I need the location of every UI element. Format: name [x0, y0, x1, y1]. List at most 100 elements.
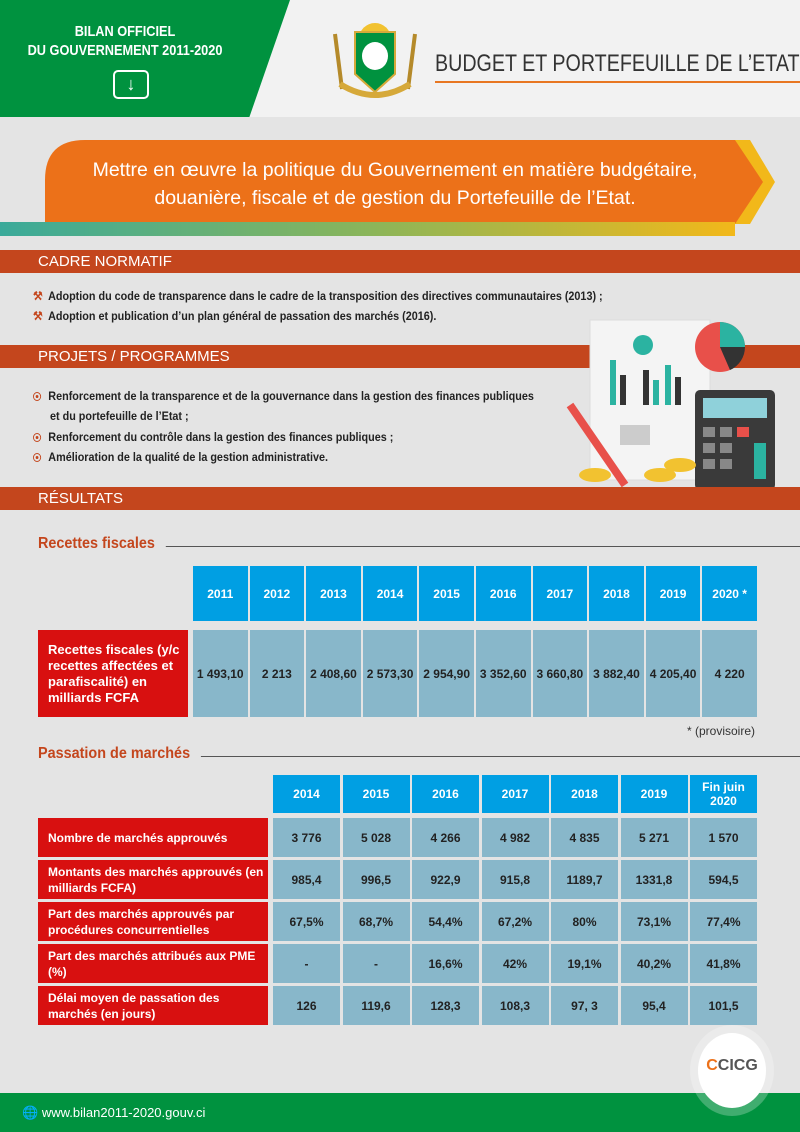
provisional-note: * (provisoire)	[686, 724, 755, 738]
bullet-icon	[33, 453, 42, 462]
mission-banner	[45, 140, 775, 224]
value-cell: 3 882,40	[589, 630, 644, 717]
value-cell: 1331,8	[620, 860, 688, 899]
value-cell: 594,5	[690, 860, 757, 899]
divider	[160, 546, 800, 547]
projet-item-text: Renforcement de la transparence et de la…	[48, 389, 534, 403]
year-header: 2014	[362, 566, 418, 621]
row-label: Délai moyen de passation des marchés (en…	[38, 986, 268, 1025]
download-icon[interactable]: ↓	[113, 70, 149, 99]
value-cell: 3 776	[273, 818, 340, 857]
value-cell: 97, 3	[551, 986, 618, 1025]
projet-item-continued: et du portefeuille de l’Etat ;	[50, 409, 189, 423]
value-cell: 4 835	[551, 818, 618, 857]
value-cell: 915,8	[481, 860, 549, 899]
value-cell: 2 213	[249, 630, 305, 717]
value-cell: 54,4%	[412, 902, 479, 941]
value-cell: 80%	[551, 902, 618, 941]
row-label: Recettes fiscales (y/c recettes affectée…	[38, 630, 188, 717]
value-cell: 985,4	[273, 860, 340, 899]
year-header: 2012	[249, 566, 305, 621]
year-header: 2014	[273, 775, 340, 813]
year-header: 2016	[476, 566, 531, 621]
year-header: 2015	[419, 566, 474, 621]
value-cell: 19,1%	[551, 944, 618, 983]
cicg-logo: CCICG	[698, 1033, 766, 1108]
value-cell: 128,3	[412, 986, 479, 1025]
value-cell: 4 220	[702, 630, 757, 717]
year-header: 2018	[551, 775, 618, 813]
mission-text-wrap: Mettre en œuvre la politique du Gouverne…	[45, 140, 775, 224]
title-underline	[435, 81, 800, 83]
year-header: 2019	[645, 566, 701, 621]
badge-line2: DU GOUVERNEMENT 2011-2020	[27, 42, 223, 59]
year-header: 2015	[342, 775, 410, 813]
year-header: 2016	[412, 775, 479, 813]
value-cell: 126	[273, 986, 340, 1025]
year-header: 2019	[620, 775, 688, 813]
value-cell: 2 408,60	[306, 630, 361, 717]
value-cell: -	[273, 944, 340, 983]
year-header: Fin juin 2020	[690, 775, 757, 813]
value-cell: 3 352,60	[476, 630, 531, 717]
projet-item: Renforcement de la transparence et de la…	[33, 389, 534, 403]
value-cell: 101,5	[690, 986, 757, 1025]
value-cell: 77,4%	[690, 902, 757, 941]
bullet-icon	[33, 433, 42, 442]
value-cell: 5 028	[342, 818, 410, 857]
gavel-icon: ⚒	[33, 309, 43, 323]
gradient-strip	[0, 222, 735, 236]
value-cell: 95,4	[620, 986, 688, 1025]
value-cell: 2 954,90	[419, 630, 474, 717]
globe-icon: 🌐	[22, 1105, 39, 1120]
page-title: BUDGET ET PORTEFEUILLE DE L’ETAT	[435, 50, 800, 77]
value-cell: 1189,7	[551, 860, 618, 899]
projet-item-text: Renforcement du contrôle dans la gestion…	[48, 430, 394, 444]
recettes-heading: Recettes fiscales	[38, 535, 166, 553]
value-cell: 4 982	[481, 818, 549, 857]
value-cell: 40,2%	[620, 944, 688, 983]
value-cell: 5 271	[620, 818, 688, 857]
cadre-item-text: Adoption et publication d’un plan généra…	[48, 309, 437, 323]
value-cell: 108,3	[481, 986, 549, 1025]
year-header: 2018	[589, 566, 644, 621]
row-label: Part des marchés approuvés par procédure…	[38, 902, 268, 941]
mission-text: Mettre en œuvre la politique du Gouverne…	[92, 159, 698, 209]
value-cell: 42%	[481, 944, 549, 983]
value-cell: 68,7%	[342, 902, 410, 941]
coat-of-arms-icon	[333, 23, 417, 98]
value-cell: 41,8%	[690, 944, 757, 983]
value-cell: 2 573,30	[362, 630, 418, 717]
value-cell: 119,6	[342, 986, 410, 1025]
year-header: 2020 *	[702, 566, 757, 621]
row-label: Part des marchés attribués aux PME (%)	[38, 944, 268, 983]
footer: 🌐 www.bilan2011-2020.gouv.ci	[0, 1093, 800, 1132]
value-cell: 1 493,10	[193, 630, 248, 717]
value-cell: 3 660,80	[532, 630, 588, 717]
finance-illustration-icon	[566, 319, 775, 490]
website-link[interactable]: www.bilan2011-2020.gouv.ci	[41, 1105, 206, 1120]
official-badge: BILAN OFFICIEL DU GOUVERNEMENT 2011-2020	[0, 0, 290, 117]
value-cell: 922,9	[412, 860, 479, 899]
projet-item: Amélioration de la qualité de la gestion…	[33, 450, 328, 464]
passation-heading: Passation de marchés	[38, 745, 201, 763]
section-cadre-normatif: CADRE NORMATIF	[0, 250, 800, 273]
value-cell: 73,1%	[620, 902, 688, 941]
row-label: Montants des marchés approuvés (en milli…	[38, 860, 268, 899]
cadre-item-text: Adoption du code de transparence dans le…	[48, 289, 603, 303]
logo-text: CICG	[717, 1057, 758, 1074]
cadre-item: ⚒ Adoption du code de transparence dans l…	[33, 289, 603, 303]
value-cell: 16,6%	[412, 944, 479, 983]
gavel-icon: ⚒	[33, 289, 43, 303]
value-cell: -	[342, 944, 410, 983]
badge-line1: BILAN OFFICIEL	[74, 23, 176, 40]
bullet-icon	[33, 392, 42, 401]
year-header: 2017	[532, 566, 588, 621]
year-header: 2013	[306, 566, 361, 621]
section-resultats: RÉSULTATS	[0, 487, 800, 510]
row-label: Nombre de marchés approuvés	[38, 818, 268, 857]
year-header: 2011	[193, 566, 248, 621]
divider	[190, 756, 800, 757]
value-cell: 1 570	[690, 818, 757, 857]
value-cell: 996,5	[342, 860, 410, 899]
